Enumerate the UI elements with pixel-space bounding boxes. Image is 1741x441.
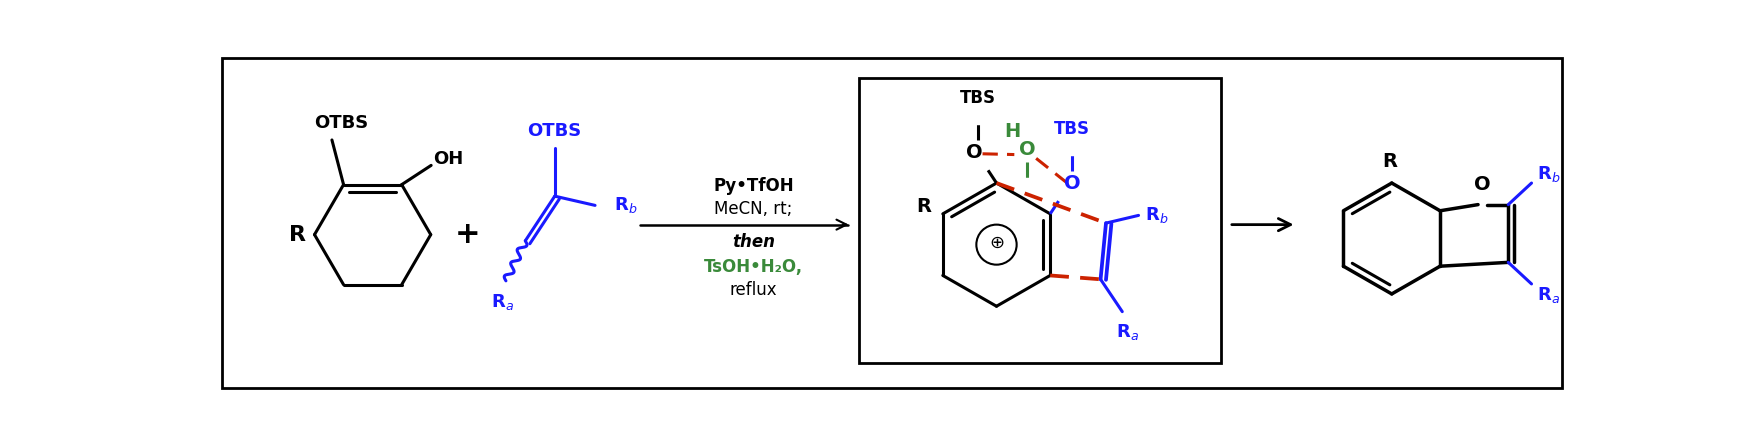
Bar <box>860 78 1220 363</box>
Text: OH: OH <box>434 150 463 168</box>
Text: OTBS: OTBS <box>313 114 369 132</box>
Text: R$_b$: R$_b$ <box>1537 164 1560 184</box>
Text: reflux: reflux <box>729 281 776 299</box>
Text: TsOH•H₂O,: TsOH•H₂O, <box>703 258 803 276</box>
Text: O: O <box>966 143 984 162</box>
Text: R: R <box>918 197 931 216</box>
Text: ⊕: ⊕ <box>989 234 1005 252</box>
Text: R$_a$: R$_a$ <box>1537 285 1560 305</box>
Text: OTBS: OTBS <box>528 123 581 141</box>
Text: TBS: TBS <box>1053 120 1090 138</box>
Text: O: O <box>1475 175 1490 194</box>
Text: TBS: TBS <box>959 90 996 107</box>
Text: +: + <box>454 220 481 249</box>
Text: R$_a$: R$_a$ <box>1116 321 1139 342</box>
Text: R$_a$: R$_a$ <box>491 292 514 312</box>
Text: O: O <box>1064 174 1079 193</box>
Text: O: O <box>1018 140 1036 160</box>
Text: R$_b$: R$_b$ <box>1144 206 1168 225</box>
Text: then: then <box>731 232 775 250</box>
Text: MeCN, rt;: MeCN, rt; <box>714 200 792 218</box>
Text: R$_b$: R$_b$ <box>613 195 637 215</box>
Text: Py•TfOH: Py•TfOH <box>714 177 794 195</box>
Text: R: R <box>289 224 306 245</box>
Text: H: H <box>1005 122 1020 141</box>
Text: R: R <box>1382 152 1398 171</box>
